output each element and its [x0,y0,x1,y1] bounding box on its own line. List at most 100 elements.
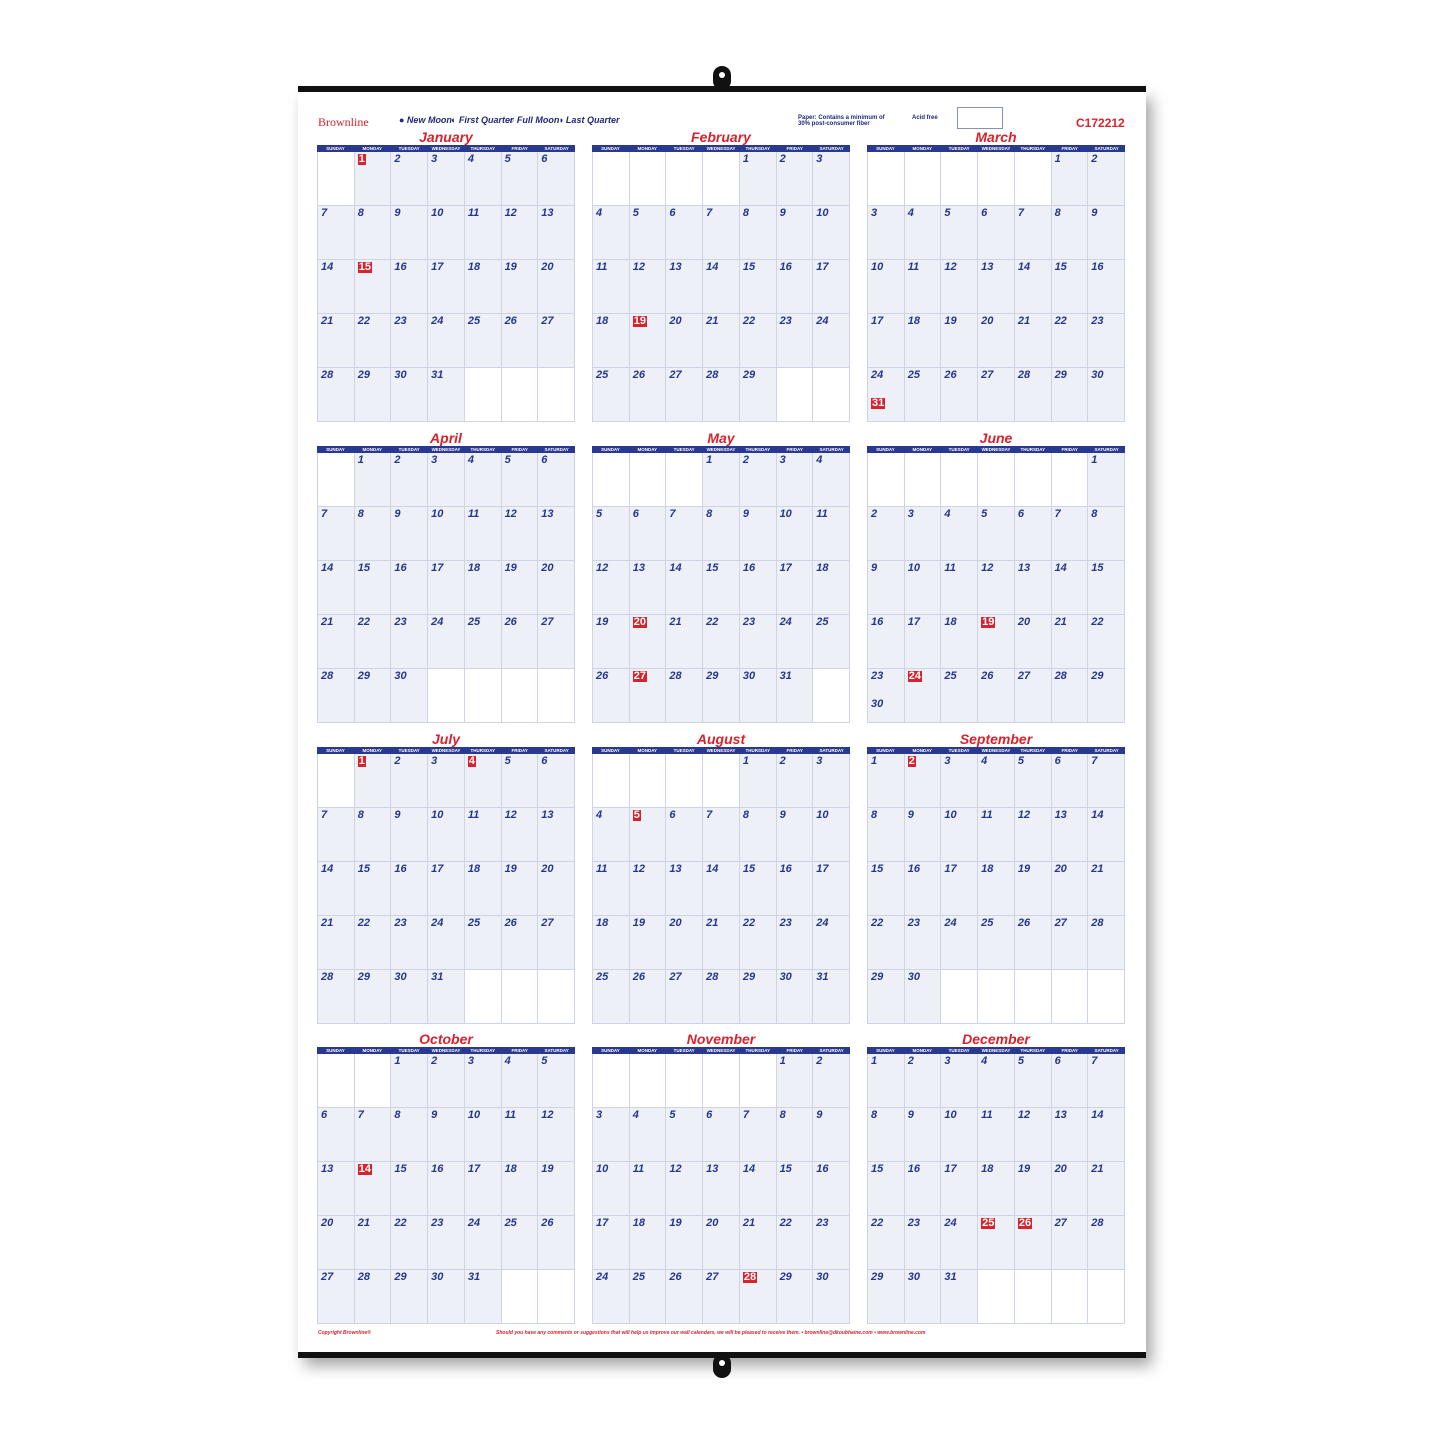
day-cell: 14 [318,862,355,916]
day-cell: 19 [666,1216,704,1270]
day-number: 22 [871,917,884,929]
days-grid: 1 2 3 4 5 6 7 8 9 10 11 12 13 14 15 16 17 18 19 20 21 22 23 24 2… [867,754,1125,1024]
day-number: 2 [742,454,749,466]
day-cell: 23 30 [868,669,905,723]
day-number: 22 [357,917,370,929]
day-number: 5 [1017,755,1024,767]
day-number: 15 [357,863,370,875]
day-number: 12 [504,508,517,520]
day-cell: 13 [666,862,704,916]
day-cell: 30 [904,970,942,1024]
day-cell [593,453,630,507]
day-number: 29 [706,670,719,682]
weekday-label: WEDNESDAY [981,1048,1011,1053]
day-number: 3 [944,755,951,767]
weekday-label: TUESDAY [948,447,970,452]
day-cell: 16 [776,260,814,314]
day-cell: 19 [501,260,539,314]
day-cell: 21 [703,314,740,368]
month-november: November SUNDAY MONDAY TUESDAY WEDNESDAY THUR… [592,1032,850,1324]
day-cell: 28 [1014,368,1052,422]
day-cell: 19 [941,314,979,368]
day-cell: 17 [428,260,465,314]
day-cell: 7 [318,808,355,862]
day-number: 19 [981,616,996,628]
weekday-label: TUESDAY [398,146,420,151]
day-cell: 11 [593,862,630,916]
weekday-label: THURSDAY [745,146,771,151]
day-number: 22 [1091,616,1104,628]
day-number: 27 [321,1271,334,1283]
day-cell: 26 [1014,1216,1052,1270]
day-cell: 16 [904,862,942,916]
day-number: 29 [357,369,370,381]
day-cell: 27 [1051,1216,1089,1270]
weekday-label: WEDNESDAY [981,748,1011,753]
top-hanger [713,66,731,90]
day-number: 15 [357,261,372,273]
day-cell: 16 [739,561,777,615]
day-cell [904,453,942,507]
day-cell: 12 [501,507,539,561]
day-cell: 19 [1014,862,1052,916]
day-cell: 29 [739,368,777,422]
day-cell [501,970,539,1024]
day-number: 27 [541,917,554,929]
day-cell: 12 [538,1108,575,1162]
day-number: 31 [816,971,829,983]
day-cell: 15 [1051,260,1089,314]
day-cell: 25 [941,669,979,723]
day-number: 28 [706,971,719,983]
day-number: 20 [1054,863,1067,875]
day-cell: 8 [354,206,392,260]
day-cell [1088,1270,1125,1324]
day-cell: 11 [464,507,502,561]
day-number: 16 [394,562,407,574]
day-number: 5 [504,454,511,466]
day-cell: 1 [1088,453,1125,507]
comments-note: Should you have any comments or suggesti… [496,1330,926,1336]
day-number: 20 [541,863,554,875]
day-cell: 15 [354,561,392,615]
day-number: 1 [1054,153,1061,165]
weekday-label: THURSDAY [1020,447,1046,452]
day-cell: 25 [978,916,1015,970]
day-number: 18 [907,315,920,327]
day-cell: 22 [868,916,905,970]
day-number: 17 [596,1217,609,1229]
day-cell [1051,1270,1089,1324]
day-number: 13 [541,207,554,219]
weekday-label: FRIDAY [511,1048,528,1053]
day-number: 4 [907,207,914,219]
day-cell: 5 [1014,754,1052,808]
day-number: 2 [394,454,401,466]
day-cell: 28 [318,669,355,723]
day-cell [813,669,850,723]
day-cell [739,1054,777,1108]
day-number: 29 [871,1271,884,1283]
day-number: 7 [742,1109,749,1121]
day-number: 10 [816,809,829,821]
day-cell: 13 [538,507,575,561]
weekday-label: SATURDAY [1094,146,1119,151]
day-number: 3 [467,1055,474,1067]
day-number: 26 [504,917,517,929]
weekday-label: SUNDAY [601,748,620,753]
day-number: 10 [431,809,444,821]
weekday-header: SUNDAY MONDAY TUESDAY WEDNESDAY THURSDAY FRID… [317,1047,575,1054]
day-number: 29 [742,369,756,381]
day-cell: 12 [593,561,630,615]
day-cell: 27 [666,368,704,422]
day-number: 9 [394,508,401,520]
day-number: 6 [669,207,676,219]
day-number: 18 [632,1217,645,1229]
day-cell: 14 [739,1162,777,1216]
day-number: 26 [504,616,517,628]
day-number: 16 [394,261,407,273]
day-cell: 13 [978,260,1015,314]
day-cell [501,1270,539,1324]
day-cell: 11 [501,1108,539,1162]
day-cell: 17 [428,862,465,916]
day-number: 3 [431,153,438,165]
weekday-header: SUNDAY MONDAY TUESDAY WEDNESDAY THURSDAY FRID… [317,446,575,453]
